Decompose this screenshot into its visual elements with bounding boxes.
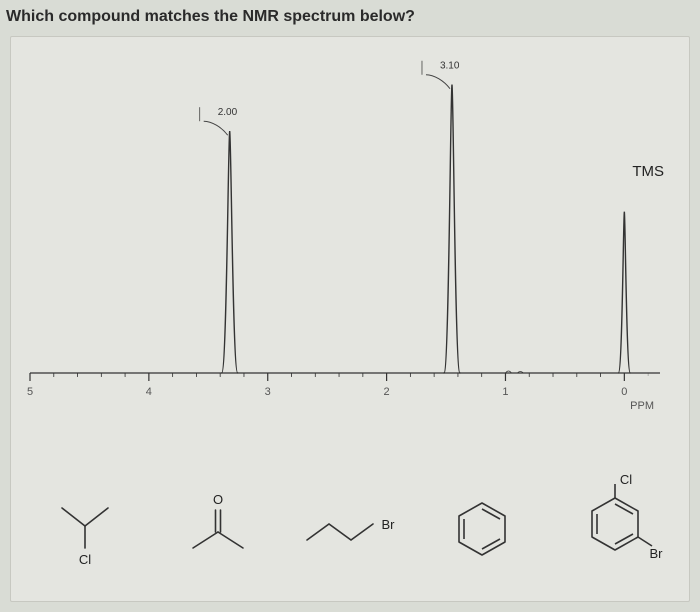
answer-isopropyl-chloride[interactable]: Cl: [19, 486, 151, 576]
question-text: Which compound matches the NMR spectrum …: [6, 8, 415, 26]
svg-text:5: 5: [27, 386, 33, 398]
answer-acetone[interactable]: O: [151, 486, 283, 576]
svg-text:1: 1: [502, 386, 508, 398]
answer-m-chlorobromobenzene[interactable]: Cl Br: [549, 476, 681, 586]
svg-text:2: 2: [384, 386, 390, 398]
atom-label-br: Br: [382, 517, 396, 532]
svg-text:2.00: 2.00: [218, 107, 238, 118]
atom-label-cl: Cl: [79, 552, 91, 567]
svg-text:3: 3: [265, 386, 271, 398]
nmr-spectrum: 5 4 3 2 1 0PPM TMS 2.00 3.10: [19, 43, 681, 453]
atom-label-br2: Br: [649, 546, 663, 561]
content-panel: 5 4 3 2 1 0PPM TMS 2.00 3.10 Cl: [10, 36, 690, 602]
svg-text:0: 0: [621, 386, 627, 398]
atom-label-cl2: Cl: [620, 472, 632, 487]
svg-text:PPM: PPM: [630, 400, 654, 412]
answer-benzene[interactable]: [416, 491, 548, 571]
svg-text:3.10: 3.10: [440, 61, 460, 72]
svg-text:4: 4: [146, 386, 152, 398]
answer-propyl-bromide[interactable]: Br: [284, 496, 416, 566]
spectrum-svg: 5 4 3 2 1 0PPM TMS 2.00 3.10: [19, 43, 681, 453]
answer-row: Cl O Br: [19, 471, 681, 591]
svg-text:TMS: TMS: [632, 163, 664, 180]
atom-label-o: O: [213, 492, 223, 507]
